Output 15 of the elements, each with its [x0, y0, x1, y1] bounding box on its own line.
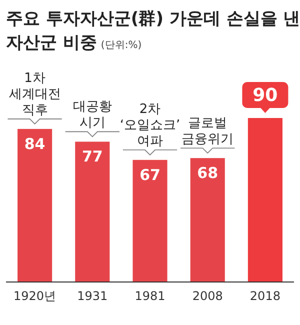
annotation: 대공황 시기	[72, 100, 112, 131]
annotation: 2차 ‘오일쇼크’ 여파	[120, 102, 180, 149]
x-tick-label: 1920년	[14, 289, 56, 303]
data-label: 77	[82, 148, 103, 166]
data-label: 90	[252, 85, 278, 106]
x-tick-label: 1981	[134, 289, 166, 303]
data-label: 68	[197, 164, 218, 182]
x-tick-label: 1931	[77, 289, 108, 303]
x-tick-label: 2018	[250, 289, 280, 303]
data-label: 84	[24, 134, 46, 153]
x-tick-label: 2008	[192, 289, 223, 303]
annotation: 1차 세계대전 직후	[8, 70, 61, 118]
annotation: 글로벌 금융위기	[182, 116, 234, 148]
title: 주요 투자자산군(群) 가운데 손실을 낸 자산군 비중 (단위:%)	[6, 9, 300, 53]
data-label: 67	[140, 166, 160, 184]
